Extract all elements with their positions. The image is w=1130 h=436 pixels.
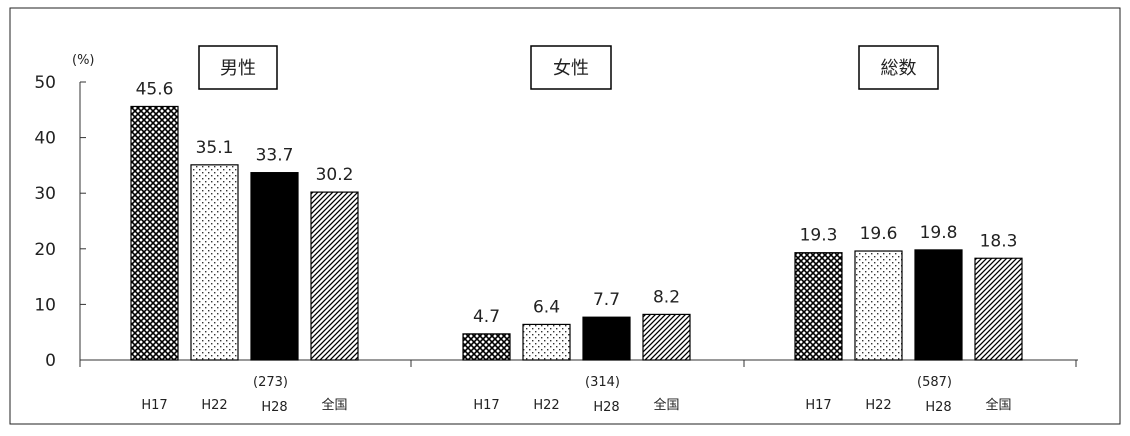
category-label: H17 bbox=[473, 398, 499, 413]
value-label: 33.7 bbox=[256, 146, 294, 166]
group-title-box bbox=[858, 45, 939, 90]
group-title-box bbox=[198, 45, 278, 90]
category-label: H22 bbox=[865, 398, 891, 413]
category-label: 全国 bbox=[653, 397, 679, 413]
bar-0-2 bbox=[250, 172, 299, 361]
bars bbox=[79, 105, 1077, 367]
sample-size-label: (587) bbox=[917, 375, 952, 390]
sample-size-label: (314) bbox=[585, 375, 620, 390]
value-label: 19.8 bbox=[920, 223, 958, 243]
y-tick-label: 20 bbox=[34, 240, 56, 260]
y-ticks: 0 10 20 30 40 50 bbox=[34, 73, 86, 371]
category-label: H28 bbox=[261, 400, 287, 415]
bar-2-2 bbox=[914, 249, 963, 361]
sample-size-label: (273) bbox=[253, 375, 288, 390]
outer-border bbox=[9, 7, 1121, 425]
y-tick-label: 50 bbox=[34, 73, 56, 93]
bar-2-0 bbox=[794, 252, 843, 361]
value-label: 19.3 bbox=[800, 226, 838, 246]
bar-0-3 bbox=[310, 191, 359, 361]
bar-0-1 bbox=[190, 164, 239, 361]
bar-2-1 bbox=[854, 250, 903, 361]
bar-1-1 bbox=[522, 323, 571, 361]
y-tick-label: 0 bbox=[45, 351, 56, 371]
value-label: 8.2 bbox=[653, 287, 680, 307]
category-label: H28 bbox=[925, 400, 951, 415]
category-label: H22 bbox=[533, 398, 559, 413]
category-label: 全国 bbox=[985, 397, 1011, 413]
bar-0-0 bbox=[130, 105, 179, 361]
group-title: 総数 bbox=[881, 58, 917, 79]
labels: 45.6 H17 35.1 H22 33.7 H28 30.2 全国 (273) 男性 4.7 H17… bbox=[136, 45, 1018, 415]
value-label: 6.4 bbox=[533, 297, 560, 317]
y-tick-label: 10 bbox=[34, 295, 56, 315]
category-label: H17 bbox=[805, 398, 831, 413]
value-label: 30.2 bbox=[316, 165, 354, 185]
y-tick-label: 30 bbox=[34, 184, 56, 204]
value-label: 7.7 bbox=[593, 290, 620, 310]
y-unit-label: (%) bbox=[72, 53, 95, 68]
value-label: 19.6 bbox=[860, 224, 898, 244]
category-label: H28 bbox=[593, 400, 619, 415]
group-title: 男性 bbox=[220, 58, 256, 79]
bar-2-3 bbox=[974, 257, 1023, 361]
category-label: 全国 bbox=[321, 397, 347, 413]
category-label: H17 bbox=[141, 398, 167, 413]
group-title: 女性 bbox=[553, 58, 589, 79]
value-label: 4.7 bbox=[473, 307, 500, 327]
value-label: 45.6 bbox=[136, 79, 174, 99]
bar-1-0 bbox=[462, 333, 511, 361]
value-label: 18.3 bbox=[980, 231, 1018, 251]
bar-1-3 bbox=[642, 313, 691, 361]
y-tick-label: 40 bbox=[34, 129, 56, 149]
value-label: 35.1 bbox=[196, 138, 234, 158]
category-label: H22 bbox=[201, 398, 227, 413]
group-title-box bbox=[530, 45, 612, 90]
bar-1-2 bbox=[582, 316, 631, 361]
